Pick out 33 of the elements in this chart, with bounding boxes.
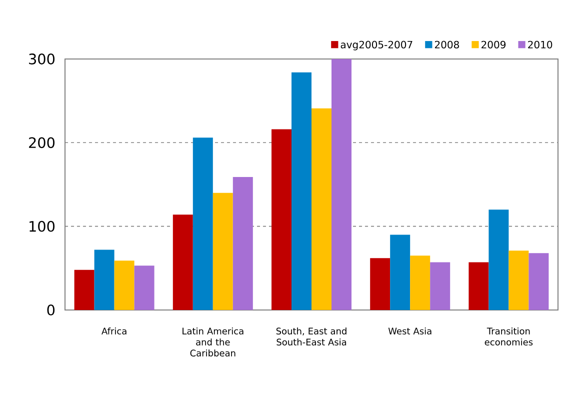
bar [74, 270, 94, 310]
legend-label: avg2005-2007 [340, 40, 412, 50]
legend-label: 2008 [434, 40, 459, 48]
bar [370, 258, 390, 310]
bar [114, 260, 134, 310]
x-tick-label: Latin America and the Caribbean [182, 328, 244, 356]
bar [134, 266, 154, 310]
y-tick-label: 300 [29, 54, 55, 64]
bar [312, 108, 332, 310]
y-tick-label: 200 [29, 137, 55, 148]
y-tick-label: 0 [47, 304, 55, 316]
y-tick-label: 100 [30, 220, 55, 232]
legend-label: 2010 [528, 40, 552, 48]
bar [192, 138, 213, 310]
bar [528, 253, 549, 310]
bar [94, 250, 114, 310]
x-tick-label: South, East and South-East Asia [276, 328, 346, 346]
x-tick-label: Transition economies [484, 328, 533, 346]
bar [332, 58, 352, 310]
bar [410, 256, 430, 310]
bar [232, 176, 253, 310]
bar [172, 214, 193, 310]
x-tick-label: West Asia [388, 328, 432, 334]
bar [468, 262, 489, 310]
bar [272, 129, 292, 310]
bar [488, 210, 509, 310]
bar [508, 250, 529, 310]
bar [292, 72, 312, 310]
bar [430, 262, 450, 310]
bar [212, 192, 233, 310]
legend-label: 2009 [482, 40, 506, 48]
bar [390, 234, 410, 310]
x-tick-label: Africa [102, 328, 126, 334]
